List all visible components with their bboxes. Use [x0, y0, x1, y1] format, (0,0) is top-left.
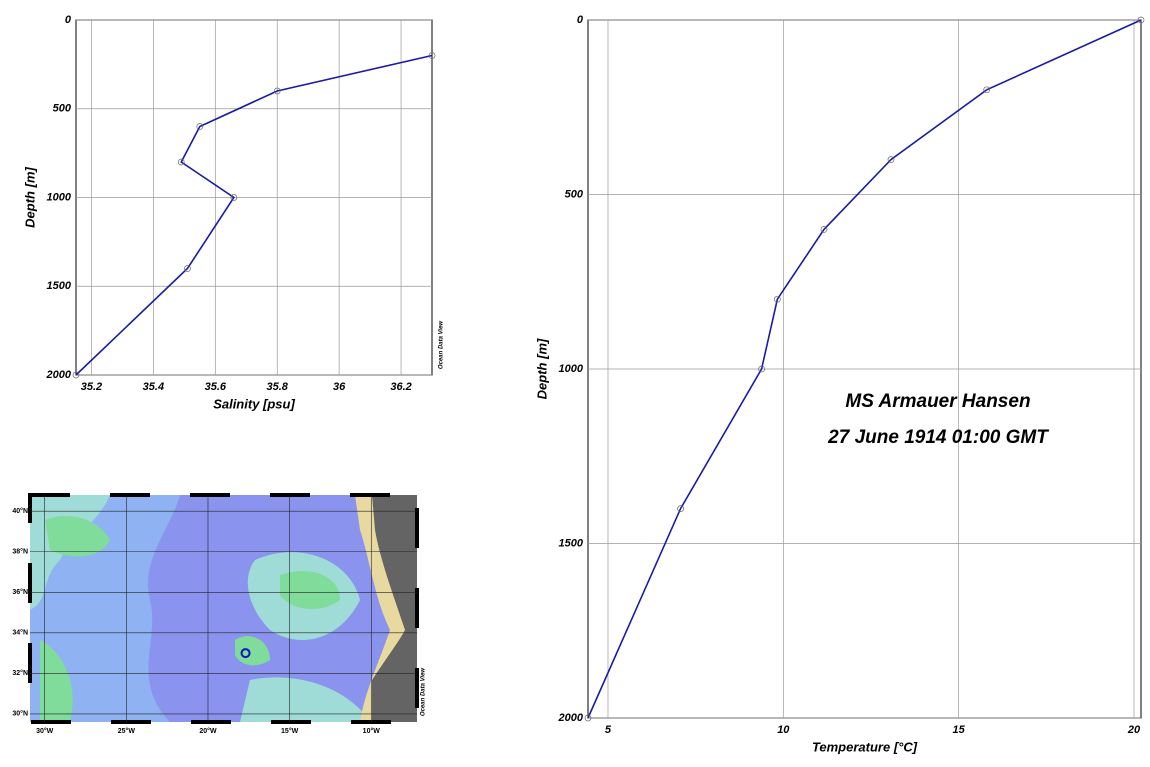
data-line [76, 56, 432, 376]
y-tick-label: 1000 [559, 363, 584, 375]
y-tick-label: 0 [65, 14, 72, 26]
lat-label: 32°N [12, 669, 28, 677]
page: 35.2 35.4 35.6 35.8 36 36.2 0 500 1000 1500 2000 Sa… [0, 0, 1150, 767]
lon-label: 15°W [281, 727, 299, 735]
x-tick-label: 15 [953, 724, 966, 736]
lat-label: 36°N [12, 588, 28, 596]
watermark: Ocean Data View [439, 321, 445, 369]
x-tick-label: 20 [1127, 724, 1141, 736]
y-tick-label: 1500 [47, 280, 72, 292]
watermark: Ocean Data View [421, 668, 427, 716]
lon-label: 30°W [36, 727, 54, 735]
y-tick-label: 1500 [559, 537, 584, 549]
annotation: 27 June 1914 01:00 GMT [827, 427, 1049, 448]
lon-label: 10°W [363, 727, 381, 735]
y-tick-label: 2000 [558, 712, 584, 724]
x-tick-label: 35.6 [205, 381, 227, 393]
y-tick-label: 0 [577, 14, 584, 26]
y-tick-label: 2000 [46, 369, 72, 381]
x-tick-label: 35.4 [143, 381, 164, 393]
x-tick-label: 35.8 [267, 381, 289, 393]
x-tick-label: 5 [605, 724, 612, 736]
x-tick-label: 36.2 [390, 381, 411, 393]
map-background [30, 495, 417, 722]
y-tick-label: 1000 [47, 191, 72, 203]
y-tick-label: 500 [53, 103, 72, 115]
x-tick-label: 36 [333, 381, 346, 393]
lat-label: 40°N [12, 507, 28, 515]
lat-label: 34°N [12, 629, 28, 637]
lon-label: 25°W [118, 727, 136, 735]
x-tick-label: 35.2 [81, 381, 102, 393]
lat-label: 30°N [12, 710, 28, 718]
x-axis-title: Temperature [°C] [812, 739, 918, 754]
annotation: MS Armauer Hansen [845, 391, 1030, 412]
lat-label: 38°N [12, 548, 28, 556]
y-axis-title: Depth [m] [534, 338, 549, 399]
y-tick-label: 500 [565, 188, 584, 200]
x-axis-title: Salinity [psu] [213, 396, 295, 411]
x-tick-label: 10 [777, 724, 790, 736]
lon-label: 20°W [199, 727, 217, 735]
y-axis-title: Depth [m] [22, 167, 37, 228]
